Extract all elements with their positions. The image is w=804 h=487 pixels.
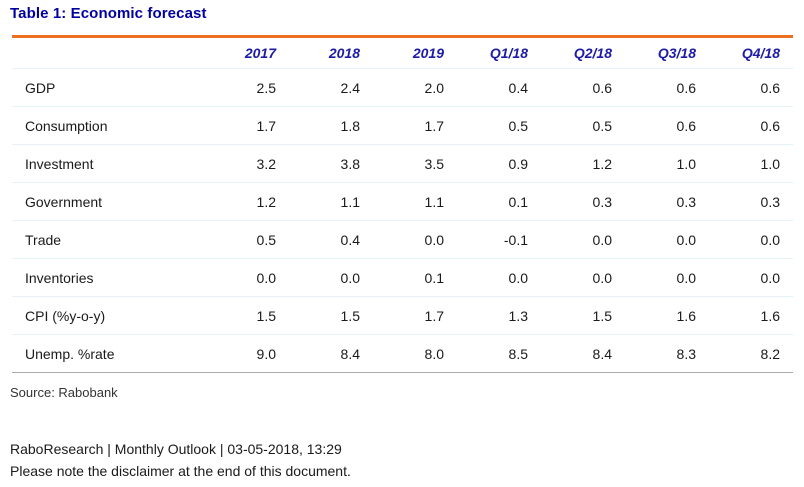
cell: 0.5: [457, 106, 541, 145]
cell: 2.0: [373, 68, 457, 107]
cell: 0.0: [289, 258, 373, 297]
cell: 1.2: [541, 144, 625, 183]
table-row-gdp: GDP 2.5 2.4 2.0 0.4 0.6 0.6 0.6: [12, 68, 793, 107]
cell: 8.4: [592, 345, 612, 362]
column-header-2017: 2017: [205, 36, 289, 69]
cell: 0.3: [541, 182, 625, 221]
cell: 1.0: [709, 144, 793, 183]
cell: 1.1: [289, 182, 373, 221]
column-header-q3-18: Q3/18: [625, 36, 709, 69]
document-footer: RaboResearch | Monthly Outlook | 03-05-2…: [10, 438, 351, 482]
cell: 1.5: [541, 296, 625, 335]
cell: 0.9: [457, 144, 541, 183]
cell: 1.6: [625, 296, 709, 335]
cell: 3.2: [205, 144, 289, 183]
cell: 0.0: [709, 258, 793, 297]
table-row-consumption: Consumption 1.7 1.8 1.7 0.5 0.5 0.6 0.6: [12, 106, 793, 145]
table-row-government: Government 1.2 1.1 1.1 0.1 0.3 0.3 0.3: [12, 182, 793, 221]
row-label: Inventories: [12, 258, 205, 297]
cell: 3.5: [373, 144, 457, 183]
table-row-unemployment: Unemp. %rate 9.0 8.4 8.0 8.5 8.4 8.3 8.2: [12, 335, 793, 373]
table-row-trade: Trade 0.5 0.4 0.0 -0.1 0.0 0.0 0.0: [12, 220, 793, 259]
cell: 0.6: [709, 68, 793, 107]
row-label: Investment: [12, 144, 205, 183]
cell: 8.0: [424, 345, 444, 362]
cell: 0.0: [541, 258, 625, 297]
column-header-q1-18: Q1/18: [457, 36, 541, 69]
cell: 1.2: [205, 182, 289, 221]
cell: 0.0: [625, 220, 709, 259]
cell: 8.5: [508, 345, 528, 362]
column-header-q2-18: Q2/18: [541, 36, 625, 69]
row-label: Unemp. %rate: [25, 345, 115, 362]
header-empty-cell: [12, 36, 205, 69]
table-title: Table 1: Economic forecast: [10, 5, 207, 22]
cell: 2.5: [205, 68, 289, 107]
cell: 2.4: [289, 68, 373, 107]
cell: 0.6: [625, 68, 709, 107]
cell: 9.0: [256, 345, 276, 362]
cell: 0.0: [457, 258, 541, 297]
cell: 1.7: [373, 296, 457, 335]
cell: 0.3: [625, 182, 709, 221]
cell: 0.0: [625, 258, 709, 297]
footer-disclaimer-line: Please note the disclaimer at the end of…: [10, 463, 351, 479]
cell: 8.4: [340, 345, 360, 362]
cell: 1.7: [373, 106, 457, 145]
cell: 1.6: [709, 296, 793, 335]
cell: 3.8: [289, 144, 373, 183]
cell: 0.5: [205, 220, 289, 259]
cell: 1.0: [625, 144, 709, 183]
cell: 1.5: [289, 296, 373, 335]
source-note: Source: Rabobank: [10, 385, 118, 400]
row-label: GDP: [12, 68, 205, 107]
cell: -0.1: [457, 220, 541, 259]
cell: 0.0: [205, 258, 289, 297]
table-row-investment: Investment 3.2 3.8 3.5 0.9 1.2 1.0 1.0: [12, 144, 793, 183]
cell: 8.2: [760, 345, 780, 362]
cell: 0.3: [709, 182, 793, 221]
row-label: CPI (%y-o-y): [12, 296, 205, 335]
column-header-2019: 2019: [373, 36, 457, 69]
cell: 1.3: [457, 296, 541, 335]
cell: 1.1: [373, 182, 457, 221]
cell: 0.0: [373, 220, 457, 259]
cell: 0.0: [709, 220, 793, 259]
cell: 1.7: [205, 106, 289, 145]
cell: 0.6: [709, 106, 793, 145]
table-row-inventories: Inventories 0.0 0.0 0.1 0.0 0.0 0.0 0.0: [12, 258, 793, 297]
cell: 8.3: [676, 345, 696, 362]
footer-publication-line: RaboResearch | Monthly Outlook | 03-05-2…: [10, 441, 342, 457]
cell: 1.8: [289, 106, 373, 145]
cell: 0.4: [457, 68, 541, 107]
table-header-row: 2017 2018 2019 Q1/18 Q2/18 Q3/18 Q4/18: [12, 36, 793, 69]
cell: 1.5: [205, 296, 289, 335]
cell: 0.5: [541, 106, 625, 145]
cell: 0.4: [289, 220, 373, 259]
row-label: Government: [12, 182, 205, 221]
table-row-cpi: CPI (%y-o-y) 1.5 1.5 1.7 1.3 1.5 1.6 1.6: [12, 296, 793, 335]
column-header-q4-18: Q4/18: [709, 36, 793, 69]
cell: 0.1: [373, 258, 457, 297]
row-label: Consumption: [12, 106, 205, 145]
row-label: Trade: [12, 220, 205, 259]
cell: 0.6: [625, 106, 709, 145]
cell: 0.6: [541, 68, 625, 107]
economic-forecast-table: 2017 2018 2019 Q1/18 Q2/18 Q3/18 Q4/18 G…: [12, 35, 793, 373]
column-header-2018: 2018: [289, 36, 373, 69]
cell: 0.0: [541, 220, 625, 259]
cell: 0.1: [457, 182, 541, 221]
